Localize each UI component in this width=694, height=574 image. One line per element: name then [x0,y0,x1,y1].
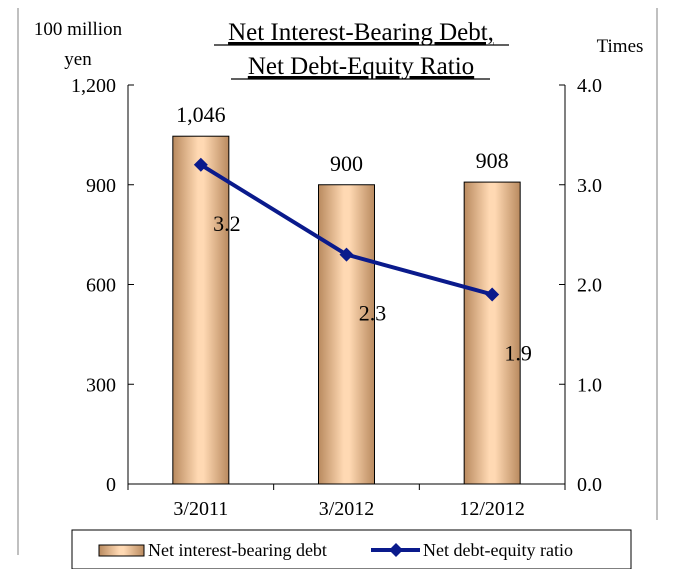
x-tick-label: 3/2012 [319,498,375,520]
left-tick-label: 600 [86,275,116,297]
left-tick-label: 1,200 [71,75,116,97]
x-tick-label: 3/2011 [173,498,228,520]
bar [318,184,375,485]
right-axis-unit: Times [597,36,644,57]
ratio-value-label: 2.3 [359,301,387,326]
legend-bar-label: Net interest-bearing debt [148,540,327,560]
bar-value-label: 1,046 [176,102,226,127]
left-axis-unit-line-2: yen [64,49,92,70]
ratio-point [193,157,208,172]
legend-bar-swatch [98,544,145,557]
x-tick-label: 12/2012 [459,498,525,520]
bar [172,135,230,485]
right-tick-label: 3.0 [577,175,602,197]
chart-title-line-2: Net Debt-Equity Ratio [248,53,474,80]
bar-value-label: 908 [476,148,509,173]
left-axis-unit-line-1: 100 million [34,19,123,40]
ratio-value-label: 1.9 [504,340,532,365]
right-tick-label: 4.0 [577,75,602,97]
left-tick-label: 900 [86,175,116,197]
chart-title-line-1: Net Interest-Bearing Debt, [228,19,494,46]
legend-line-label: Net debt-equity ratio [423,540,573,560]
ratio-value-label: 3.2 [213,211,241,236]
right-tick-label: 2.0 [577,275,602,297]
ratio-point [485,287,500,302]
ratio-point [339,247,354,262]
bar [463,181,521,485]
right-tick-label: 1.0 [577,374,602,396]
legend-line-marker [389,543,403,557]
right-tick-label: 0.0 [577,474,602,496]
left-tick-label: 300 [86,374,116,396]
left-tick-label: 0 [106,474,116,496]
bar-value-label: 900 [330,151,363,176]
